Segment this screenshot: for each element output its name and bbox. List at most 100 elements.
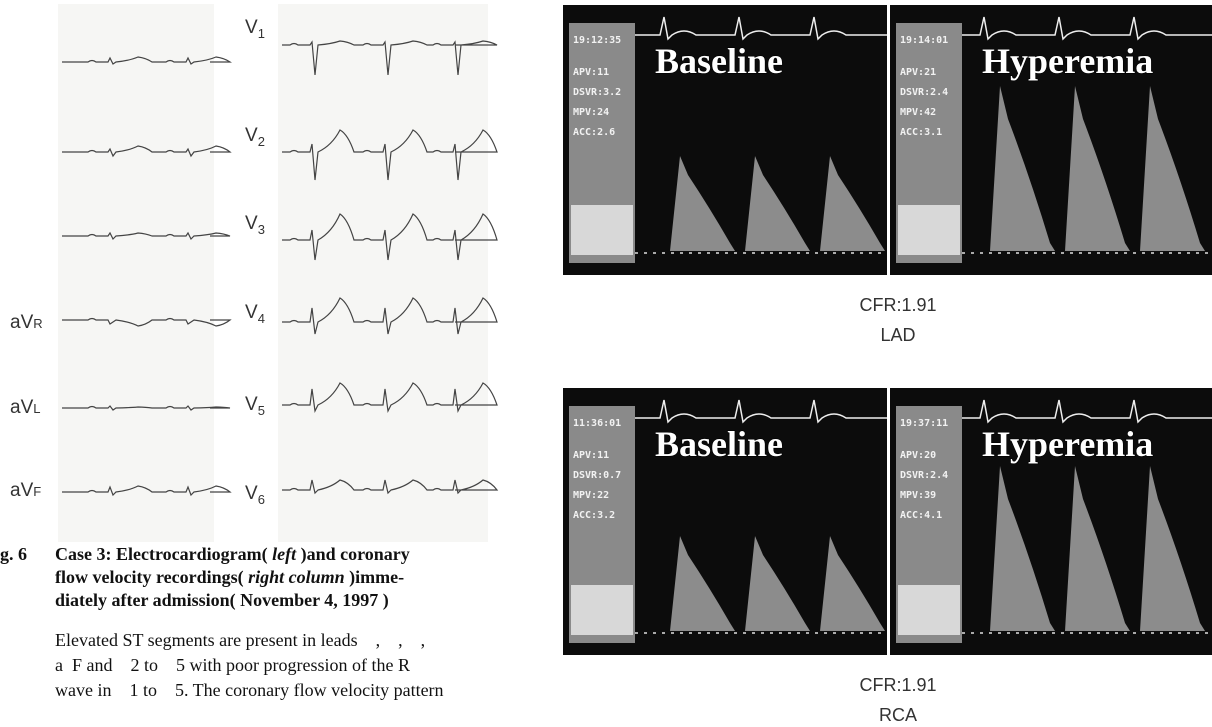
- ecg-paper-chest: [278, 4, 488, 542]
- doppler-waveform: [670, 536, 735, 631]
- doppler-waveform: [1065, 86, 1130, 251]
- lead-label-sub: 4: [258, 311, 265, 326]
- lead-label: V2: [245, 125, 265, 149]
- doppler-waveform: [670, 156, 735, 251]
- cfr-label: CFR:1.91: [859, 675, 936, 695]
- doppler-readout: MPV:24: [573, 107, 609, 118]
- doppler-readout: DSVR:2.4: [900, 87, 948, 98]
- cfr-label: CFR:1.91: [859, 295, 936, 315]
- doppler-readout: ACC:3.1: [900, 127, 942, 138]
- doppler-label: Baseline: [655, 41, 783, 81]
- doppler-ecg-trace: [962, 16, 1212, 41]
- ecg-chest-trace: [282, 297, 498, 335]
- doppler-sidebar-lower: [571, 585, 633, 635]
- lead-label: V3: [245, 213, 265, 237]
- doppler-sidebar-lower: [571, 205, 633, 255]
- doppler-waveform: [820, 536, 885, 631]
- lead-label: V4: [245, 302, 265, 326]
- ecg-limb-trace: [62, 317, 232, 327]
- doppler-readout: MPV:42: [900, 107, 936, 118]
- lead-label-sub: F: [33, 484, 41, 499]
- caption-title-part: right column: [248, 567, 345, 587]
- doppler-ecg-trace: [635, 399, 887, 424]
- doppler-sidebar-lower: [898, 585, 960, 635]
- doppler-readout: 19:14:01: [900, 35, 948, 46]
- lead-label-main: V: [245, 17, 258, 38]
- doppler-readout: MPV:22: [573, 490, 609, 501]
- lead-label-main: V: [245, 213, 258, 234]
- doppler-waveform: [820, 156, 885, 251]
- ecg-chest-trace: [282, 213, 498, 261]
- lead-label-sub: 2: [258, 134, 265, 149]
- doppler-readout: MPV:39: [900, 490, 936, 501]
- lead-label-sub: R: [33, 316, 42, 331]
- lead-label-sub: 1: [258, 26, 265, 41]
- doppler-label: Hyperemia: [982, 424, 1153, 464]
- doppler-label: Hyperemia: [982, 41, 1153, 81]
- lead-label-main: V: [245, 125, 258, 146]
- ecg-chest-trace: [282, 479, 499, 495]
- lead-label-sub: 6: [258, 492, 265, 507]
- lead-label: V1: [245, 17, 265, 41]
- ecg-limb-trace: [62, 405, 231, 411]
- doppler-readout: DSVR:2.4: [900, 470, 948, 481]
- ecg-limb-trace: [62, 485, 232, 497]
- caption-body: Elevated ST segments are present in lead…: [55, 630, 425, 650]
- lead-label-sub: 3: [258, 222, 265, 237]
- ecg-paper-limb: [58, 4, 214, 542]
- lead-label-sub: L: [33, 401, 40, 416]
- doppler-waveform: [1065, 466, 1130, 631]
- doppler-waveform: [745, 536, 810, 631]
- caption-title: flow velocity recordings( right column )…: [55, 567, 404, 588]
- lead-label-main: aV: [10, 397, 34, 418]
- doppler-waveform: [745, 156, 810, 251]
- doppler-label: Baseline: [655, 424, 783, 464]
- caption-title-part: )and coronary: [296, 544, 410, 565]
- lead-label: aVF: [10, 480, 41, 501]
- figure-number: g. 6: [0, 544, 27, 564]
- ecg-limb-trace: [62, 56, 232, 65]
- ecg-chest-trace: [282, 40, 498, 76]
- doppler-waveform: [990, 466, 1055, 631]
- doppler-readout: ACC:2.6: [573, 127, 615, 138]
- lead-label-main: V: [245, 394, 258, 415]
- doppler-readout: APV:11: [573, 450, 609, 461]
- lead-label-sub: 5: [258, 403, 265, 418]
- vessel-label: RCA: [879, 705, 917, 725]
- caption-title-part: diately after admission( November 4, 199…: [55, 590, 389, 611]
- lead-label-main: V: [245, 302, 258, 323]
- caption-title: diately after admission( November 4, 199…: [55, 590, 389, 611]
- vessel-label: LAD: [880, 325, 915, 345]
- caption-body: wave in 1 to 5. The coronary flow veloci…: [55, 680, 444, 700]
- lead-label: V6: [245, 483, 265, 507]
- doppler-readout: ACC:4.1: [900, 510, 942, 521]
- caption-title-part: Case 3: Electrocardiogram(: [55, 544, 272, 565]
- caption-title-part: flow velocity recordings(: [55, 567, 248, 588]
- doppler-readout: APV:20: [900, 450, 936, 461]
- doppler-readout: DSVR:0.7: [573, 470, 621, 481]
- ecg-chest-trace: [282, 129, 498, 181]
- doppler-readout: APV:11: [573, 67, 609, 78]
- doppler-waveform: [990, 86, 1055, 251]
- doppler-ecg-trace: [635, 16, 887, 41]
- doppler-readout: APV:21: [900, 67, 936, 78]
- doppler-waveform: [1140, 466, 1205, 631]
- lead-label-main: aV: [10, 480, 34, 501]
- caption-body: a F and 2 to 5 with poor progression of …: [55, 655, 410, 675]
- doppler-readout: 19:12:35: [573, 35, 621, 46]
- caption-title-part: )imme-: [345, 567, 404, 588]
- doppler-readout: 11:36:01: [573, 418, 621, 429]
- doppler-waveform: [1140, 86, 1205, 251]
- lead-label: V5: [245, 394, 265, 418]
- ecg-limb-trace: [62, 231, 231, 241]
- caption-title-part: left: [272, 544, 297, 564]
- doppler-sidebar-lower: [898, 205, 960, 255]
- lead-label: aVR: [10, 312, 43, 333]
- lead-label-main: V: [245, 483, 258, 504]
- doppler-readout: 19:37:11: [900, 418, 948, 429]
- ecg-chest-trace: [282, 382, 498, 414]
- lead-label-main: aV: [10, 312, 34, 333]
- doppler-readout: ACC:3.2: [573, 510, 615, 521]
